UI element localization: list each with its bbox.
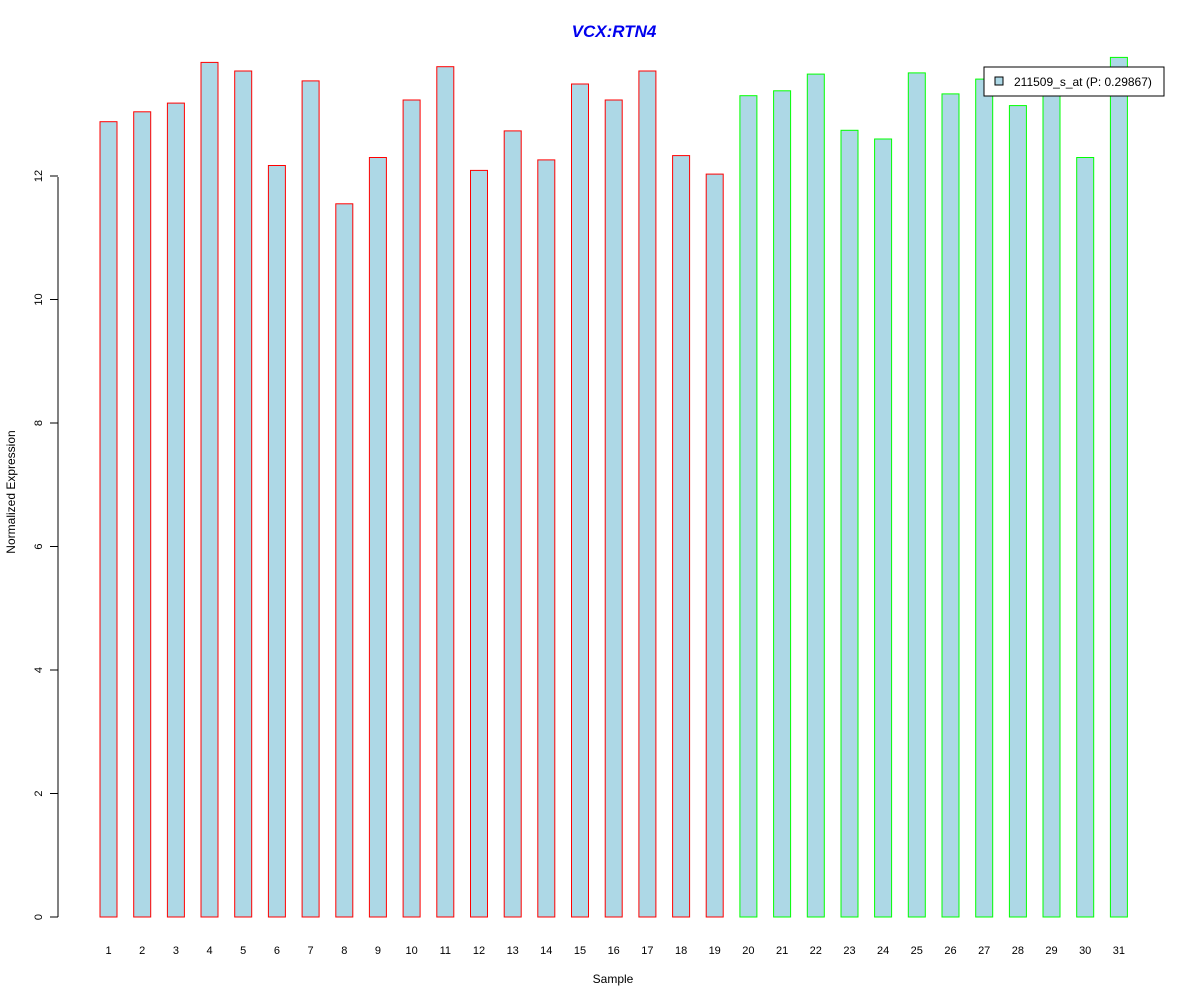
x-tick-label-7: 7 <box>308 945 314 957</box>
x-tick-label-1: 1 <box>105 945 111 957</box>
y-axis-label: Normalized Expression <box>4 430 18 553</box>
x-tick-label-26: 26 <box>944 945 956 957</box>
x-tick-label-6: 6 <box>274 945 280 957</box>
bar-sample-31 <box>1109 56 1128 918</box>
x-tick-label-10: 10 <box>405 945 417 957</box>
chart-title: VCX:RTN4 <box>572 22 657 41</box>
bar-sample-6 <box>267 165 286 918</box>
bar-sample-9 <box>368 157 387 918</box>
bar-sample-16 <box>604 99 623 918</box>
bar-sample-2 <box>133 111 152 918</box>
bar-sample-10 <box>402 99 421 918</box>
bar-sample-26 <box>941 93 960 918</box>
x-tick-label-18: 18 <box>675 945 687 957</box>
bar-sample-13 <box>503 130 522 918</box>
y-tick-label-8: 8 <box>33 420 45 426</box>
bar-sample-3 <box>166 102 185 918</box>
bar-sample-23 <box>840 129 859 918</box>
bar-sample-29 <box>1042 89 1061 918</box>
x-tick-label-17: 17 <box>641 945 653 957</box>
x-tick-label-20: 20 <box>742 945 754 957</box>
x-tick-label-21: 21 <box>776 945 788 957</box>
x-tick-label-14: 14 <box>540 945 552 957</box>
x-tick-label-29: 29 <box>1045 945 1057 957</box>
x-tick-label-3: 3 <box>173 945 179 957</box>
x-tick-label-9: 9 <box>375 945 381 957</box>
bar-sample-5 <box>234 70 253 918</box>
x-tick-label-28: 28 <box>1012 945 1024 957</box>
x-tick-label-13: 13 <box>507 945 519 957</box>
bar-sample-11 <box>436 66 455 918</box>
x-tick-label-27: 27 <box>978 945 990 957</box>
x-tick-label-2: 2 <box>139 945 145 957</box>
y-axis: 0 2 4 6 8 10 12 <box>33 170 59 920</box>
x-tick-label-30: 30 <box>1079 945 1091 957</box>
y-tick-label-4: 4 <box>33 667 45 673</box>
bar-sample-1 <box>99 121 118 918</box>
bar-sample-24 <box>874 138 893 918</box>
x-tick-label-11: 11 <box>440 945 451 957</box>
x-tick-label-24: 24 <box>877 945 889 957</box>
bar-sample-17 <box>638 70 657 918</box>
y-tick-label-12: 12 <box>33 170 45 182</box>
bar-sample-21 <box>773 90 792 918</box>
x-tick-label-5: 5 <box>240 945 246 957</box>
bar-sample-18 <box>672 155 691 918</box>
legend-box <box>983 66 1165 97</box>
x-tick-labels: 1 2 3 4 5 6 7 8 9 10 11 12 13 14 15 16 17 18 19 20 21 22 23 24 2… <box>105 945 1125 957</box>
legend-swatch <box>994 76 1004 86</box>
x-tick-label-31: 31 <box>1113 945 1125 957</box>
y-tick-label-6: 6 <box>33 543 45 549</box>
bar-sample-12 <box>470 169 488 918</box>
bar-sample-19 <box>705 173 724 918</box>
x-tick-label-4: 4 <box>206 945 212 957</box>
bar-sample-7 <box>301 80 320 918</box>
bar-sample-4 <box>200 61 219 918</box>
legend: 211509_s_at (P: 0.29867) <box>983 66 1165 97</box>
x-tick-label-19: 19 <box>709 945 721 957</box>
x-tick-label-23: 23 <box>843 945 855 957</box>
bars-layer <box>99 56 1128 918</box>
x-tick-label-22: 22 <box>810 945 822 957</box>
y-tick-label-0: 0 <box>33 914 45 920</box>
legend-label: 211509_s_at (P: 0.29867) <box>1014 75 1152 89</box>
bar-sample-14 <box>537 159 556 918</box>
x-tick-label-12: 12 <box>473 945 485 957</box>
bar-sample-30 <box>1076 157 1095 918</box>
x-tick-label-16: 16 <box>608 945 620 957</box>
y-tick-label-2: 2 <box>33 790 45 796</box>
bar-sample-20 <box>739 95 758 918</box>
bar-sample-15 <box>571 83 589 918</box>
bar-sample-27 <box>975 78 994 918</box>
bar-sample-25 <box>907 72 926 918</box>
y-tick-label-10: 10 <box>33 293 45 305</box>
x-tick-label-25: 25 <box>911 945 923 957</box>
x-tick-label-15: 15 <box>574 945 586 957</box>
x-axis-label: Sample <box>593 972 634 986</box>
bar-sample-22 <box>806 73 825 918</box>
bar-sample-8 <box>335 203 354 918</box>
bar-sample-28 <box>1008 105 1027 918</box>
x-tick-label-8: 8 <box>341 945 347 957</box>
